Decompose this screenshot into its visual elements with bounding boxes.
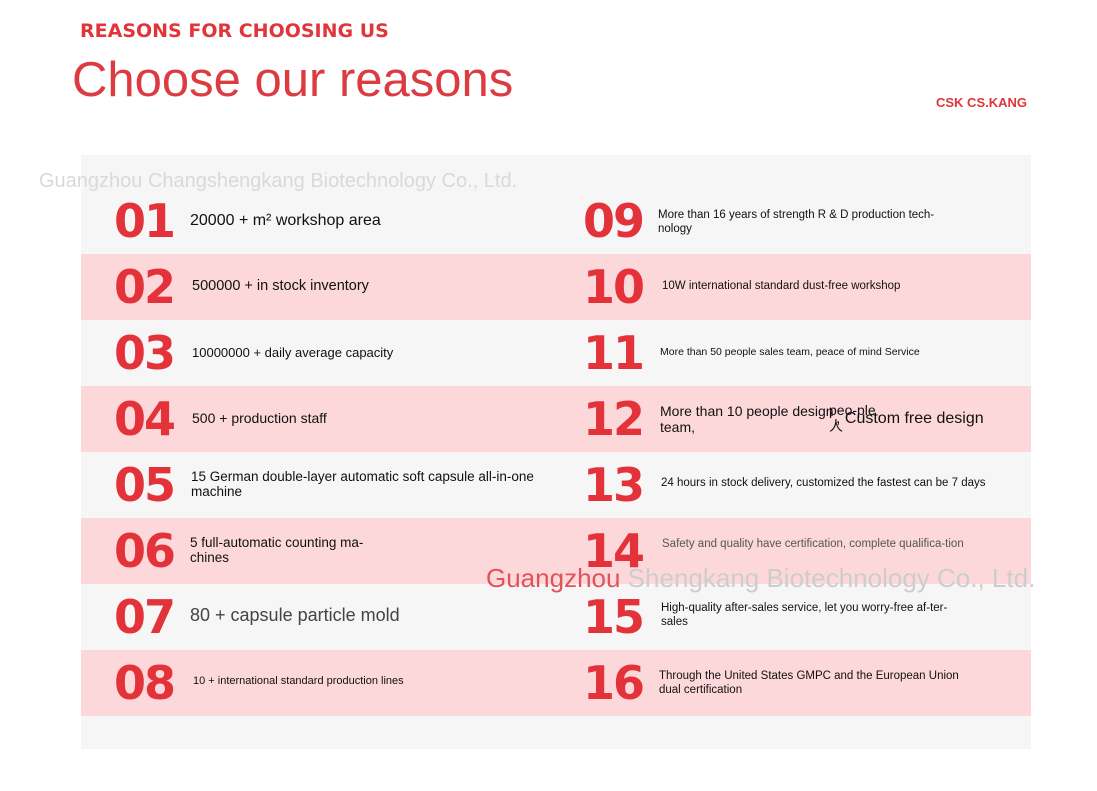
reason-number: 10 [583,260,645,314]
reason-number: 11 [583,326,645,380]
reason-number: 04 [114,392,176,446]
brand-logo: CSK CS.KANG [936,95,1028,110]
reason-text: 80 + capsule particle mold [190,605,400,625]
reason-text: More than 10 people design team, [660,403,834,435]
reason-row [81,650,1031,716]
reason-text: 10W international standard dust-free wor… [662,280,901,292]
reason-text: 24 hours in stock delivery, customized t… [661,477,986,489]
reason-number: 06 [114,524,176,578]
reason-text: 500000 + in stock inventory [192,278,369,294]
reason-row [81,188,1031,254]
reason-number: 07 [114,590,176,644]
reason-text: 15 German double-layer automatic soft ca… [191,469,534,499]
reason-text: 10000000 + daily average capacity [192,345,394,360]
reason-number: 08 [114,656,176,710]
reason-row [81,584,1031,650]
reason-number: 14 [583,524,645,578]
reason-text: More than 50 people sales team, peace of… [660,346,920,358]
reason-row [81,386,1031,452]
page-title: Choose our reasons [72,53,514,107]
reason-row [81,320,1031,386]
reason-number: 01 [114,194,176,248]
reason-number: 16 [583,656,645,710]
reason-row [81,254,1031,320]
reason-text-fragment: , Custom free design [836,410,984,427]
reason-text: 10 + international standard production l… [193,675,404,687]
watermark-accent: Guangzhou [486,563,621,593]
reason-number: 02 [114,260,176,314]
reason-number: 03 [114,326,176,380]
reason-number: 13 [583,458,645,512]
reason-text: 500 + production staff [192,410,327,426]
reason-row [81,518,1031,584]
reason-number: 09 [583,194,645,248]
watermark-text: Guangzhou Changshengkang Biotechnology C… [39,170,518,192]
section-eyebrow: REASONS FOR CHOOSING US [80,20,389,42]
reason-text: 20000 + m² workshop area [190,212,381,229]
reason-number: 12 [583,392,645,446]
reason-text: Safety and quality have certification, c… [662,538,964,550]
reason-text: 5 full-automatic counting ma-chines [190,535,364,565]
reason-row [81,452,1031,518]
reason-number: 05 [114,458,176,512]
reason-text: Through the United States GMPC and the E… [659,670,959,696]
reason-text-fragment: peo-ple 人 [829,402,876,434]
reason-text: More than 16 years of strength R & D pro… [658,209,935,235]
reason-text: High-quality after-sales service, let yo… [661,602,948,628]
reason-number: 15 [583,590,645,644]
watermark-text: Guangzhou Shengkang Biotechnology Co., L… [486,563,1035,594]
watermark-rest: Shengkang Biotechnology Co., Ltd. [620,563,1036,593]
